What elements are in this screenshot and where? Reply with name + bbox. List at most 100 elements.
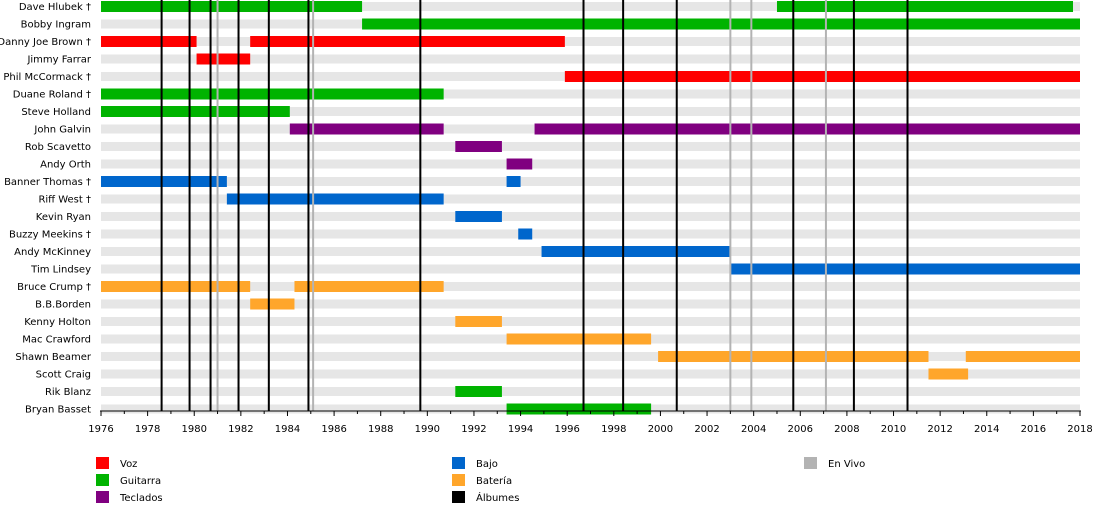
bar-guitarra — [101, 1, 363, 12]
member-label: Dave Hlubek † — [19, 2, 91, 13]
x-tick-label: 2006 — [788, 424, 813, 435]
row-stripe — [101, 2, 1080, 11]
row-stripe — [101, 387, 1080, 396]
x-tick-label: 1984 — [275, 424, 300, 435]
bar-guitarra — [101, 88, 444, 100]
bar-voz — [564, 71, 1080, 82]
row-stripe — [101, 194, 1080, 204]
member-label: Shawn Beamer — [15, 352, 92, 363]
bar-voz — [101, 36, 197, 47]
bar-voz — [250, 36, 565, 47]
x-tick-label: 2010 — [881, 424, 906, 435]
bar-teclados — [534, 123, 1080, 135]
legend-swatch-bajo — [452, 457, 465, 469]
legend-swatch-voz — [96, 457, 109, 469]
x-tick-label: 1978 — [135, 424, 160, 435]
member-label: Kenny Holton — [24, 317, 91, 328]
legend-label-teclados: Teclados — [119, 493, 163, 504]
member-label: Andy McKinney — [14, 247, 91, 258]
bar-bajo — [455, 211, 502, 222]
bar-bajo — [518, 228, 533, 240]
bar-guitarra — [101, 106, 290, 117]
x-tick-label: 2016 — [1021, 424, 1046, 435]
bar-teclados — [289, 123, 444, 135]
bar-guitarra — [362, 18, 1081, 30]
legend: Voz Guitarra Teclados Bajo Batería Álbumes En … — [96, 457, 865, 504]
row-stripe — [101, 89, 1080, 99]
member-label: Danny Joe Brown † — [0, 37, 91, 48]
bar-teclados — [506, 158, 533, 170]
row-stripe — [101, 159, 1080, 169]
legend-label-albumes: Álbumes — [476, 491, 519, 504]
row-stripe — [101, 212, 1080, 221]
member-label: Bruce Crump † — [17, 282, 91, 293]
bar-guitarra — [455, 386, 502, 397]
row-stripe — [101, 37, 1080, 46]
x-tick-label: 1990 — [415, 424, 440, 435]
bar-bajo — [541, 246, 731, 257]
member-label: Bobby Ingram — [21, 20, 91, 31]
bar-bateria — [101, 281, 251, 292]
member-label: Steve Holland — [21, 107, 91, 118]
bar-bateria — [250, 298, 295, 310]
x-tick-label: 1980 — [182, 424, 207, 435]
row-stripe — [101, 317, 1080, 326]
member-label: Tim Lindsey — [30, 265, 91, 276]
legend-swatch-bateria — [452, 474, 465, 486]
row-stripe — [101, 142, 1080, 151]
row-stripe — [101, 299, 1080, 309]
row-stripe — [101, 352, 1080, 361]
row-stripe — [101, 107, 1080, 116]
bar-bateria — [965, 351, 1080, 362]
row-stripe — [101, 282, 1080, 291]
bar-teclados — [455, 141, 502, 152]
x-tick-label: 2012 — [927, 424, 952, 435]
legend-swatch-guitarra — [96, 474, 109, 486]
row-stripe — [101, 264, 1080, 274]
legend-label-guitarra: Guitarra — [120, 476, 161, 487]
member-label: Scott Craig — [36, 370, 91, 381]
x-tick-label: 2018 — [1067, 424, 1092, 435]
bar-voz — [196, 53, 251, 65]
legend-label-bateria: Batería — [476, 475, 512, 487]
x-tick-label: 2008 — [834, 424, 859, 435]
member-label: Riff West † — [38, 195, 91, 206]
row-stripe — [101, 369, 1080, 379]
x-tick-label: 2014 — [974, 424, 999, 435]
member-label: Banner Thomas † — [4, 177, 91, 188]
legend-swatch-teclados — [96, 491, 109, 503]
legend-label-voz: Voz — [120, 459, 137, 470]
x-tick-label: 2000 — [648, 424, 673, 435]
member-label: Andy Orth — [40, 160, 91, 171]
member-label: Buzzy Meekins † — [9, 230, 91, 241]
x-tick-label: 1982 — [228, 424, 253, 435]
member-label: Jimmy Farrar — [26, 55, 91, 66]
x-tick-label: 1992 — [461, 424, 486, 435]
x-tick-label: 1998 — [601, 424, 626, 435]
x-tick-label: 1996 — [554, 424, 579, 435]
x-axis: 1976 1978 1980 1982 1984 1986 1988 1990 1992 1994… — [88, 410, 1093, 435]
member-labels: Dave Hlubek † Bobby Ingram Danny Joe Brown… — [0, 2, 92, 416]
row-stripe — [101, 177, 1080, 186]
legend-swatch-albumes — [452, 491, 465, 503]
bar-bateria — [928, 368, 969, 380]
member-label: B.B.Borden — [35, 300, 91, 311]
x-tick-label: 1976 — [88, 424, 113, 435]
bar-bateria — [506, 333, 652, 345]
row-stripe — [101, 229, 1080, 239]
bar-bateria — [455, 316, 502, 327]
member-label: Rik Blanz — [45, 387, 91, 398]
member-label: Duane Roland † — [13, 90, 91, 101]
member-label: Bryan Basset — [25, 405, 91, 416]
bar-bajo — [226, 193, 444, 205]
member-label: John Galvin — [33, 125, 91, 136]
member-label: Mac Crawford — [22, 335, 91, 346]
bar-bajo — [101, 176, 227, 187]
bar-bajo — [730, 263, 1080, 275]
member-label: Kevin Ryan — [36, 212, 91, 223]
legend-swatch-envivo — [804, 457, 817, 469]
x-tick-label: 1986 — [321, 424, 346, 435]
x-tick-label: 2004 — [741, 424, 766, 435]
event-lines — [160, 0, 909, 411]
